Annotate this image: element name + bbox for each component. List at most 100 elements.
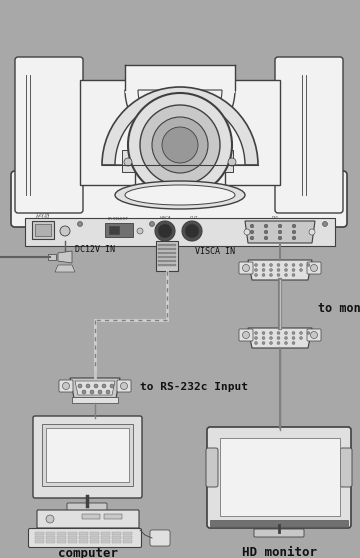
Bar (68, 532, 77, 535)
Bar (158, 244, 176, 246)
Circle shape (277, 268, 280, 272)
Text: VISCA IN: VISCA IN (195, 248, 235, 257)
Ellipse shape (115, 181, 245, 209)
Circle shape (300, 263, 302, 267)
Circle shape (270, 273, 273, 277)
Circle shape (228, 158, 236, 166)
Circle shape (284, 268, 288, 272)
Text: IR SELECT: IR SELECT (108, 217, 128, 221)
Bar (46, 428, 129, 482)
Bar (112, 540, 121, 543)
FancyBboxPatch shape (239, 329, 253, 341)
Circle shape (250, 236, 254, 240)
Bar (46, 532, 55, 535)
Text: DC12V: DC12V (36, 216, 50, 220)
Polygon shape (225, 80, 280, 185)
Circle shape (250, 224, 254, 228)
Circle shape (262, 268, 265, 272)
Circle shape (244, 229, 250, 235)
Bar (101, 532, 110, 535)
Circle shape (182, 221, 202, 241)
FancyBboxPatch shape (254, 529, 304, 537)
Circle shape (255, 331, 257, 334)
Bar (158, 260, 176, 262)
Text: computer: computer (58, 546, 118, 558)
Bar (101, 540, 110, 543)
Bar (35, 536, 44, 539)
FancyBboxPatch shape (206, 448, 218, 487)
Wedge shape (115, 100, 245, 165)
Circle shape (307, 263, 310, 267)
Circle shape (278, 224, 282, 228)
Circle shape (323, 222, 328, 227)
Circle shape (278, 230, 282, 234)
Circle shape (277, 341, 280, 344)
Bar (57, 532, 66, 535)
Circle shape (270, 341, 273, 344)
FancyBboxPatch shape (207, 427, 351, 528)
Bar (90, 536, 99, 539)
Bar (122, 150, 138, 172)
Bar (68, 536, 77, 539)
Circle shape (155, 221, 175, 241)
Polygon shape (75, 381, 115, 395)
Bar (123, 536, 132, 539)
Bar (42, 424, 133, 486)
FancyBboxPatch shape (15, 57, 83, 213)
Bar (79, 532, 88, 535)
Bar (109, 226, 119, 234)
Circle shape (255, 273, 257, 277)
Circle shape (86, 384, 90, 388)
Bar (90, 532, 99, 535)
Circle shape (46, 515, 54, 523)
Circle shape (243, 331, 249, 339)
Circle shape (307, 331, 310, 334)
Circle shape (300, 336, 302, 339)
Polygon shape (248, 260, 312, 280)
Circle shape (255, 341, 257, 344)
Circle shape (262, 263, 265, 267)
Circle shape (292, 273, 295, 277)
Text: OUT: OUT (190, 216, 198, 220)
Circle shape (284, 341, 288, 344)
FancyBboxPatch shape (307, 262, 321, 274)
Text: DVI: DVI (272, 216, 279, 220)
Circle shape (292, 236, 296, 240)
Circle shape (264, 224, 268, 228)
Text: HD monitor: HD monitor (242, 546, 316, 558)
Circle shape (309, 229, 315, 235)
Bar (123, 532, 132, 535)
Circle shape (158, 224, 172, 238)
Circle shape (300, 268, 302, 272)
Circle shape (102, 384, 106, 388)
Circle shape (262, 341, 265, 344)
Bar (217, 150, 233, 172)
Circle shape (262, 273, 265, 277)
Polygon shape (55, 265, 75, 272)
Bar (158, 256, 176, 258)
Wedge shape (138, 90, 222, 132)
Circle shape (310, 331, 318, 339)
Circle shape (90, 390, 94, 394)
Circle shape (310, 264, 318, 272)
Bar (79, 540, 88, 543)
Circle shape (277, 336, 280, 339)
Circle shape (185, 224, 199, 238)
Circle shape (292, 336, 295, 339)
Circle shape (292, 230, 296, 234)
Circle shape (284, 331, 288, 334)
Circle shape (278, 236, 282, 240)
Circle shape (277, 331, 280, 334)
Bar (104, 514, 122, 519)
FancyBboxPatch shape (239, 262, 253, 274)
Bar (46, 536, 55, 539)
Bar (158, 248, 176, 250)
Circle shape (292, 341, 295, 344)
Circle shape (162, 127, 198, 163)
Text: to RS-232c Input: to RS-232c Input (140, 382, 248, 392)
Circle shape (255, 268, 257, 272)
Bar (112, 532, 121, 535)
Text: VISCA: VISCA (160, 216, 172, 220)
Bar (68, 540, 77, 543)
Circle shape (110, 384, 114, 388)
